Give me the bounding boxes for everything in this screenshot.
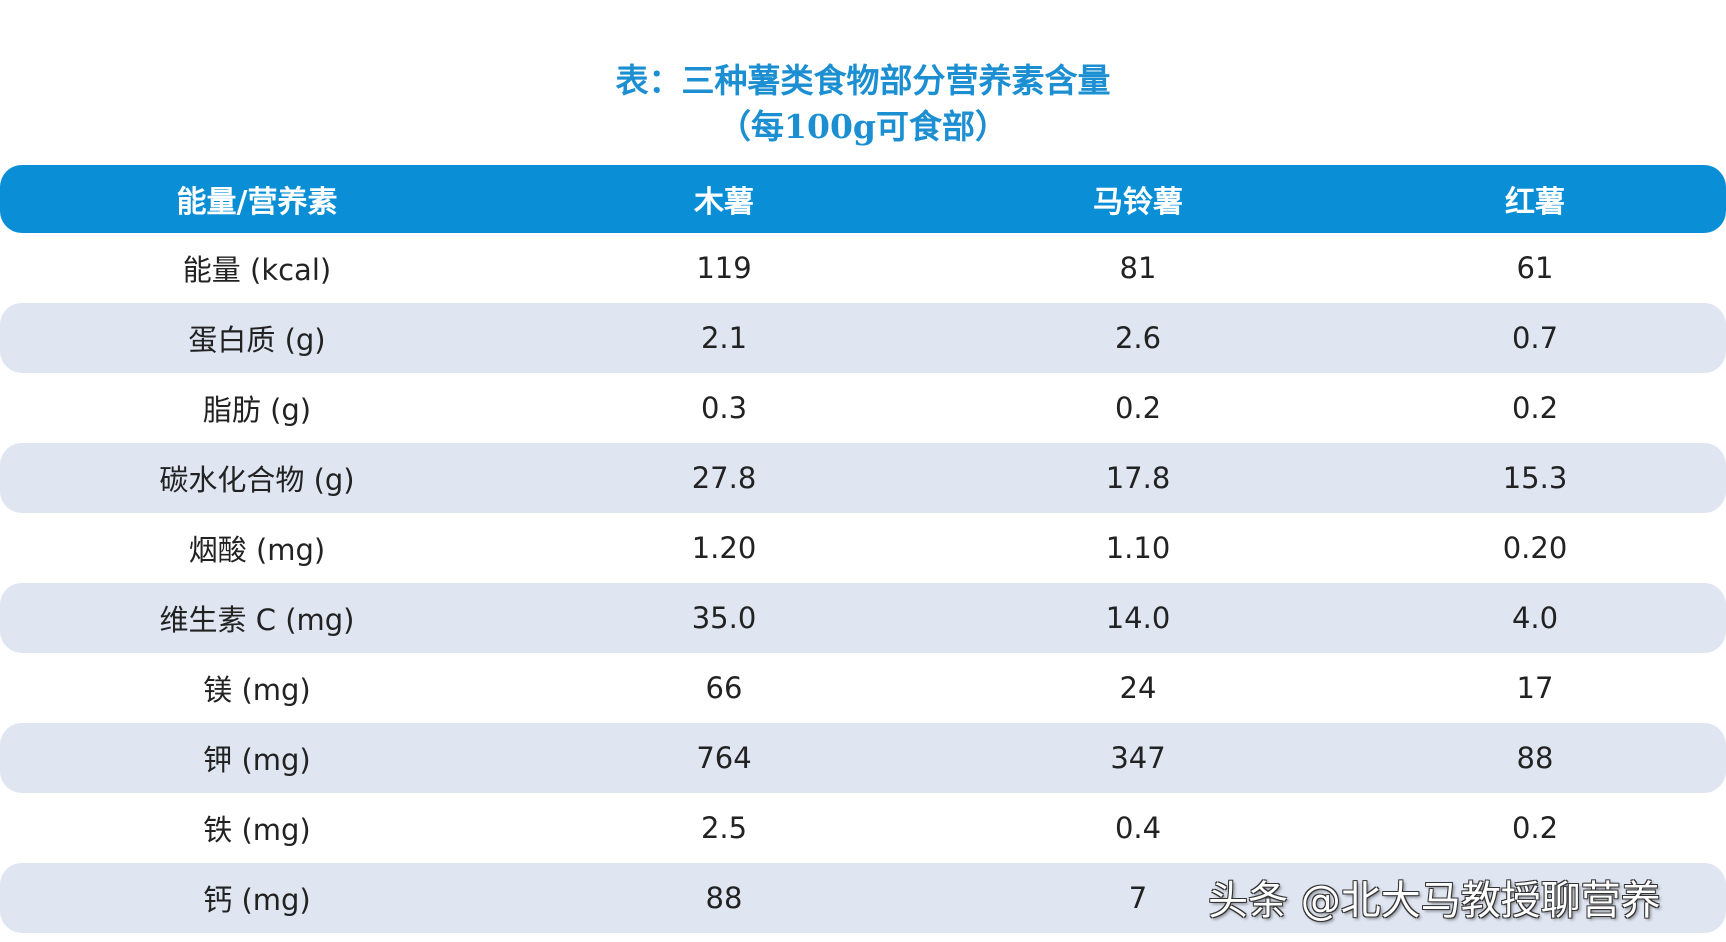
table-cell: 81	[1119, 251, 1157, 285]
table-cell: 35.0	[691, 601, 757, 635]
table-cell: 764	[696, 741, 752, 775]
subtitle: （每100g可食部）	[718, 107, 1008, 146]
title: 表：三种薯类食物部分营养素含量	[615, 61, 1111, 100]
table-cell: 17	[1516, 671, 1554, 705]
header-bar	[0, 165, 1726, 233]
row-stripe	[0, 863, 1726, 933]
row-label: 脂肪 (g)	[202, 393, 312, 427]
row-label: 钾 (mg)	[203, 743, 311, 777]
table-cell: 1.20	[691, 531, 757, 565]
table-cell: 119	[696, 251, 752, 285]
table-cell: 14.0	[1105, 601, 1171, 635]
row-label: 碳水化合物 (g)	[159, 463, 355, 497]
watermark: 头条 @北大马教授聊营养	[1208, 878, 1661, 924]
row-label: 蛋白质 (g)	[188, 323, 326, 357]
row-stripe	[0, 583, 1726, 653]
row-label: 能量 (kcal)	[182, 253, 332, 287]
table-cell: 0.2	[1114, 391, 1162, 425]
table-cell: 0.3	[700, 391, 748, 425]
table-cell: 0.4	[1114, 811, 1162, 845]
table-cell: 61	[1516, 251, 1554, 285]
table-cell: 4.0	[1511, 601, 1559, 635]
row-label: 镁 (mg)	[203, 673, 311, 707]
row-label: 维生素 C (mg)	[159, 603, 355, 637]
table-cell: 347	[1110, 741, 1166, 775]
table-cell: 27.8	[691, 461, 757, 495]
row-label: 铁 (mg)	[203, 813, 311, 847]
column-header: 能量/营养素	[176, 185, 338, 220]
table-cell: 0.2	[1511, 391, 1559, 425]
table-cell: 88	[705, 881, 743, 915]
table-cell: 66	[705, 671, 743, 705]
table-cell: 88	[1516, 741, 1554, 775]
row-stripe	[0, 443, 1726, 513]
row-stripe	[0, 723, 1726, 793]
table-cell: 2.5	[700, 811, 748, 845]
table-cell: 15.3	[1502, 461, 1568, 495]
table-cell: 17.8	[1105, 461, 1171, 495]
table-cell: 0.7	[1511, 321, 1559, 355]
table-cell: 2.6	[1114, 321, 1162, 355]
table-cell: 2.1	[700, 321, 748, 355]
column-header: 马铃薯	[1093, 185, 1183, 220]
column-header: 木薯	[694, 185, 754, 220]
row-label: 烟酸 (mg)	[188, 533, 326, 567]
table-cell: 0.2	[1511, 811, 1559, 845]
row-stripe	[0, 303, 1726, 373]
table-cell: 1.10	[1105, 531, 1171, 565]
column-header: 红薯	[1505, 185, 1565, 220]
table-cell: 24	[1119, 671, 1157, 705]
table-cell: 7	[1128, 881, 1148, 915]
table-cell: 0.20	[1502, 531, 1568, 565]
row-label: 钙 (mg)	[203, 883, 311, 917]
